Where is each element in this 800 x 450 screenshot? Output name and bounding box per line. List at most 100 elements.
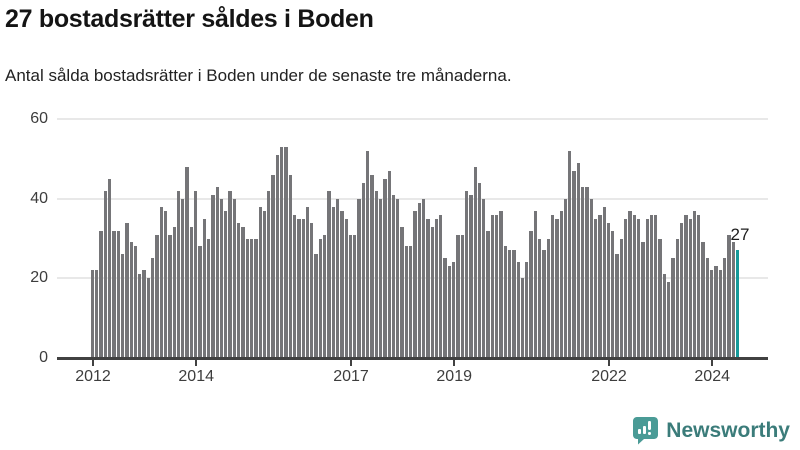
bar	[245, 238, 249, 358]
bar	[718, 270, 722, 358]
bar	[387, 170, 391, 358]
x-axis-tick-label: 2014	[178, 368, 214, 385]
bar	[168, 234, 172, 358]
bar	[555, 218, 559, 358]
bar	[189, 226, 194, 358]
bar	[232, 198, 237, 358]
bar	[284, 146, 288, 358]
bar	[606, 222, 611, 358]
bar	[486, 230, 490, 358]
y-axis-tick-label: 40	[30, 189, 48, 207]
bar	[697, 214, 701, 358]
bar	[413, 210, 417, 358]
bar	[550, 214, 555, 358]
bar	[331, 206, 335, 358]
x-axis-tickmark	[92, 359, 94, 366]
bar	[409, 246, 413, 358]
bar	[280, 146, 284, 358]
bar	[714, 266, 718, 358]
bar	[439, 214, 443, 358]
bar	[460, 234, 464, 358]
bar	[464, 190, 469, 358]
bar	[400, 226, 404, 358]
bar	[710, 270, 714, 358]
gridline-y-60	[57, 118, 768, 120]
bar	[667, 282, 671, 358]
bar	[624, 218, 628, 358]
bar	[456, 234, 460, 358]
bar	[417, 202, 421, 358]
bar	[473, 166, 477, 358]
y-axis-tick-label: 20	[30, 269, 48, 287]
bar	[589, 198, 593, 358]
bar	[267, 190, 271, 358]
bar	[628, 210, 632, 358]
bar	[568, 150, 572, 358]
bar	[641, 242, 645, 358]
bar	[482, 198, 486, 358]
bar	[370, 174, 374, 358]
bar	[404, 246, 409, 358]
bar	[163, 210, 168, 358]
newsworthy-logo-icon	[632, 416, 659, 445]
x-axis-tick-label: 2019	[436, 368, 472, 385]
bar	[305, 206, 310, 358]
bar	[318, 238, 323, 358]
gridline-y-20	[57, 277, 768, 280]
bar	[649, 214, 654, 358]
bar	[546, 238, 550, 358]
y-axis-tick-label: 0	[39, 349, 48, 366]
x-axis-tickmark	[350, 359, 352, 366]
chart-subtitle: Antal sålda bostadsrätter i Boden under …	[5, 66, 512, 85]
bar	[335, 198, 340, 358]
x-axis-tickmark	[453, 359, 456, 366]
x-axis-tick-label: 2024	[694, 368, 730, 385]
bar	[477, 182, 482, 358]
bar	[181, 198, 185, 358]
bar	[533, 210, 538, 358]
bar	[658, 238, 662, 358]
x-axis-tickmark	[711, 359, 714, 366]
bar	[361, 182, 366, 358]
bar	[490, 214, 495, 358]
bar	[275, 154, 280, 358]
x-axis-line	[57, 357, 768, 360]
bar	[731, 242, 735, 358]
bar	[185, 166, 189, 358]
bar	[662, 274, 667, 358]
x-axis-tickmark	[195, 359, 198, 366]
bar	[722, 258, 727, 358]
bar	[194, 190, 198, 358]
bar	[516, 262, 520, 358]
bar	[258, 206, 262, 358]
bar	[585, 186, 589, 358]
bar	[421, 198, 426, 358]
bar	[396, 198, 400, 358]
bar	[120, 254, 125, 358]
bar	[288, 174, 292, 358]
bar	[112, 230, 116, 358]
bar	[172, 226, 176, 358]
bar	[237, 222, 241, 358]
bar	[99, 230, 103, 358]
bar	[224, 210, 228, 358]
bar	[215, 186, 219, 358]
bar	[249, 238, 254, 358]
bar	[138, 274, 142, 358]
bar	[559, 210, 563, 358]
bar	[525, 262, 529, 358]
bar	[469, 194, 473, 358]
bar	[679, 222, 684, 358]
bar	[507, 250, 512, 358]
bar	[95, 270, 99, 358]
bar	[176, 190, 181, 358]
bar	[108, 178, 112, 358]
bar	[314, 254, 318, 358]
bar	[581, 186, 585, 358]
bar	[353, 234, 357, 358]
bar	[563, 198, 568, 358]
bar	[675, 238, 679, 358]
bar	[727, 234, 731, 358]
bar	[576, 162, 581, 358]
bar	[671, 258, 675, 358]
